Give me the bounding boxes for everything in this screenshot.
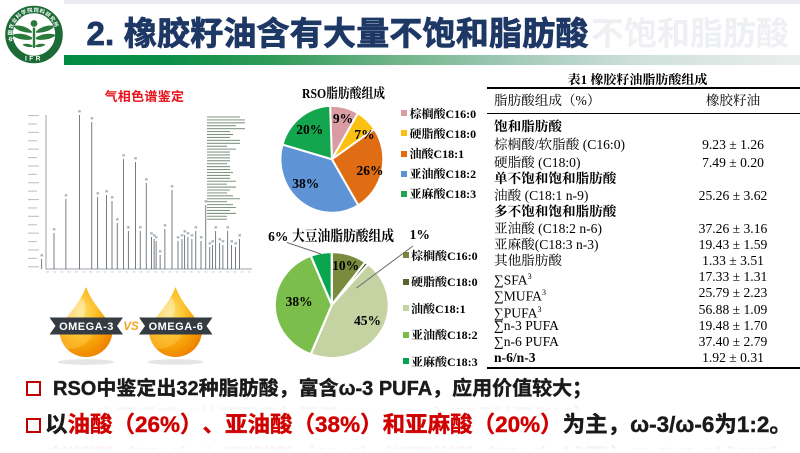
svg-text:IFR: IFR xyxy=(25,56,43,63)
svg-text:VS: VS xyxy=(123,321,139,333)
svg-text:OMEGA-3: OMEGA-3 xyxy=(59,321,114,333)
svg-text:OMEGA-6: OMEGA-6 xyxy=(149,321,204,333)
